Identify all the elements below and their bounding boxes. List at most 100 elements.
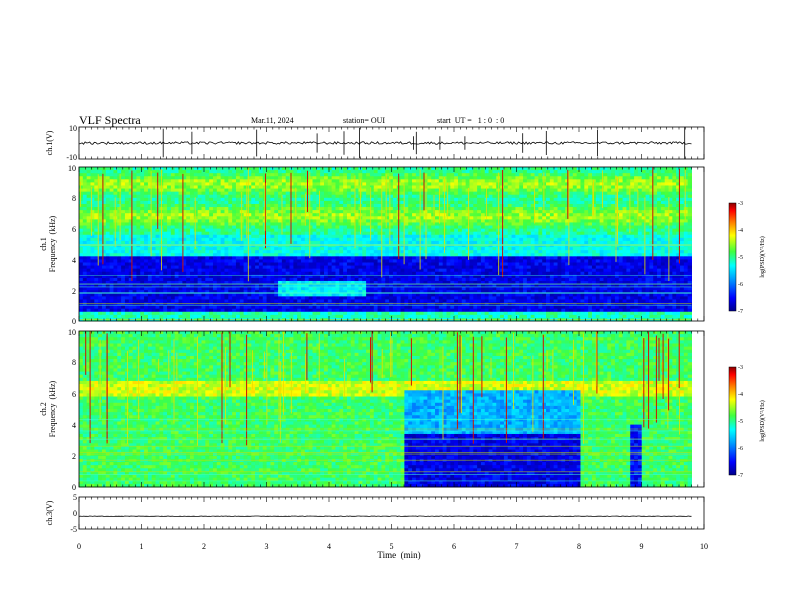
ch1-spec-cell bbox=[312, 188, 317, 193]
ch1-spec-cell bbox=[312, 194, 317, 199]
ch1-spec-cell bbox=[101, 228, 107, 233]
ch1-spec-cell bbox=[193, 207, 199, 211]
ch1-spec-cell bbox=[308, 200, 314, 205]
ch1-spec-cell bbox=[377, 250, 382, 254]
ch1-spec-cell bbox=[373, 308, 379, 313]
ch1-spec-cell bbox=[419, 265, 425, 270]
ch1-spec-cell bbox=[274, 203, 279, 208]
ch1-spec-cell bbox=[82, 176, 88, 180]
ch1-spec-cell bbox=[220, 247, 225, 251]
ch1-spec-cell bbox=[262, 274, 268, 279]
ch1-spec-cell bbox=[94, 262, 99, 267]
ch1-spec-cell bbox=[197, 314, 202, 319]
ch1-spec-cell bbox=[385, 305, 390, 310]
ch1-spectrogram-panel: 0 2 4 6 8 10 ch.1 Frequency (kHz) bbox=[39, 164, 705, 326]
ch1-spec-cell bbox=[167, 302, 172, 307]
ch1-spec-cell bbox=[331, 179, 336, 183]
ch1-spec-cell bbox=[209, 200, 214, 205]
ch1-spec-cell bbox=[190, 250, 195, 254]
ch1-spec-cell bbox=[155, 265, 160, 270]
ch1-spec-cell bbox=[212, 228, 218, 233]
ch1-spec-cell bbox=[404, 293, 409, 297]
ch1-spec-cell bbox=[228, 280, 233, 285]
ch1-spec-cell bbox=[304, 284, 310, 288]
ch1-spec-cell bbox=[389, 194, 394, 199]
ch1-spec-cell bbox=[209, 173, 214, 177]
ch1-spec-cell bbox=[163, 259, 168, 263]
ch1-spec-cell bbox=[346, 293, 352, 297]
ch1-spec-cell bbox=[90, 234, 95, 239]
ch1-spec-cell bbox=[251, 200, 256, 205]
ch1-spec-cell bbox=[339, 277, 344, 282]
ch1-spec-cell bbox=[419, 200, 425, 205]
ch1-spec-cell bbox=[316, 302, 321, 307]
ch1-spec-cell bbox=[98, 173, 103, 177]
ch1-spec-cell bbox=[117, 185, 122, 190]
ch1-spec-cell bbox=[327, 237, 333, 242]
ch1-spec-cell bbox=[350, 185, 356, 190]
ch1-spec-cell bbox=[128, 222, 134, 227]
ch1-spec-cell bbox=[358, 308, 363, 313]
ch1-spec-cell bbox=[124, 194, 130, 199]
ch1-spec-cell bbox=[174, 277, 180, 282]
ch1-spec-cell bbox=[163, 284, 168, 288]
ch1-spec-cell bbox=[86, 213, 91, 217]
ch1-spec-cell bbox=[324, 213, 329, 217]
ch1-spec-cell bbox=[297, 302, 302, 307]
ch1-spec-cell bbox=[438, 277, 444, 282]
ch1-spec-cell bbox=[258, 185, 264, 190]
ch1-spec-cell bbox=[408, 228, 413, 233]
ch1-spec-cell bbox=[415, 210, 421, 214]
ch1-spec-cell bbox=[304, 231, 310, 236]
ch1-spec-cell bbox=[389, 280, 394, 285]
ch1-spec-cell bbox=[366, 237, 371, 242]
ch1-spec-cell bbox=[132, 262, 137, 267]
ch1-spec-cell bbox=[155, 259, 160, 263]
ch1-spec-cell bbox=[354, 213, 359, 217]
ch1-spec-cell bbox=[404, 219, 409, 223]
ch1-spec-cell bbox=[438, 225, 444, 230]
ch1-spec-cell bbox=[304, 167, 310, 171]
ch1-spec-cell bbox=[159, 268, 164, 273]
ch1-spec-cell bbox=[155, 253, 160, 257]
ch1-spec-cell bbox=[182, 305, 187, 310]
ch1-spec-cell bbox=[304, 280, 310, 285]
ch1-spec-cell bbox=[346, 222, 352, 227]
ch1-spec-cell bbox=[98, 228, 103, 233]
ch1-spec-cell bbox=[327, 203, 333, 208]
ch1-spec-cell bbox=[243, 268, 248, 273]
ch1-spec-cell bbox=[124, 219, 130, 223]
ch1-spec-cell bbox=[101, 240, 107, 245]
ch1-spec-cell bbox=[435, 293, 440, 297]
ch1-spec-cell bbox=[201, 234, 206, 239]
ch1-spec-cell bbox=[201, 308, 206, 313]
ch1-spec-cell bbox=[212, 203, 218, 208]
ch1-spec-cell bbox=[312, 287, 317, 291]
ch1-spec-cell bbox=[121, 240, 126, 245]
ch1-spec-cell bbox=[235, 256, 241, 260]
ch1-spec-cell bbox=[220, 219, 225, 223]
ch1-spec-cell bbox=[90, 179, 95, 183]
ch1-spec-cell bbox=[182, 237, 187, 242]
ch1-spec-cell bbox=[362, 182, 367, 186]
ch1-spec-cell bbox=[335, 293, 340, 297]
ch1-spec-cell bbox=[392, 188, 398, 193]
ch1-spec-cell bbox=[94, 274, 99, 279]
ch1-spec-cell bbox=[147, 314, 153, 319]
ch1-spec-cell bbox=[404, 305, 409, 310]
ch1-spec-cell bbox=[251, 207, 256, 211]
ch1-spec-cell bbox=[167, 228, 172, 233]
ch1-spec-cell bbox=[86, 231, 91, 236]
ch1-spec-cell bbox=[389, 228, 394, 233]
ch1-spec-cell bbox=[216, 182, 222, 186]
ch1-spec-cell bbox=[128, 225, 134, 230]
ch1-spec-cell bbox=[301, 256, 306, 260]
ch1-spec-cell bbox=[316, 173, 321, 177]
ch1-spec-cell bbox=[281, 219, 287, 223]
ch1-spec-cell bbox=[438, 167, 444, 171]
ch1-spec-cell bbox=[346, 216, 352, 220]
ch1-spec-cell bbox=[232, 213, 237, 217]
ch1-spec-cell bbox=[174, 237, 180, 242]
ch1-spec-cell bbox=[113, 274, 118, 279]
ch1-spec-cell bbox=[144, 256, 149, 260]
